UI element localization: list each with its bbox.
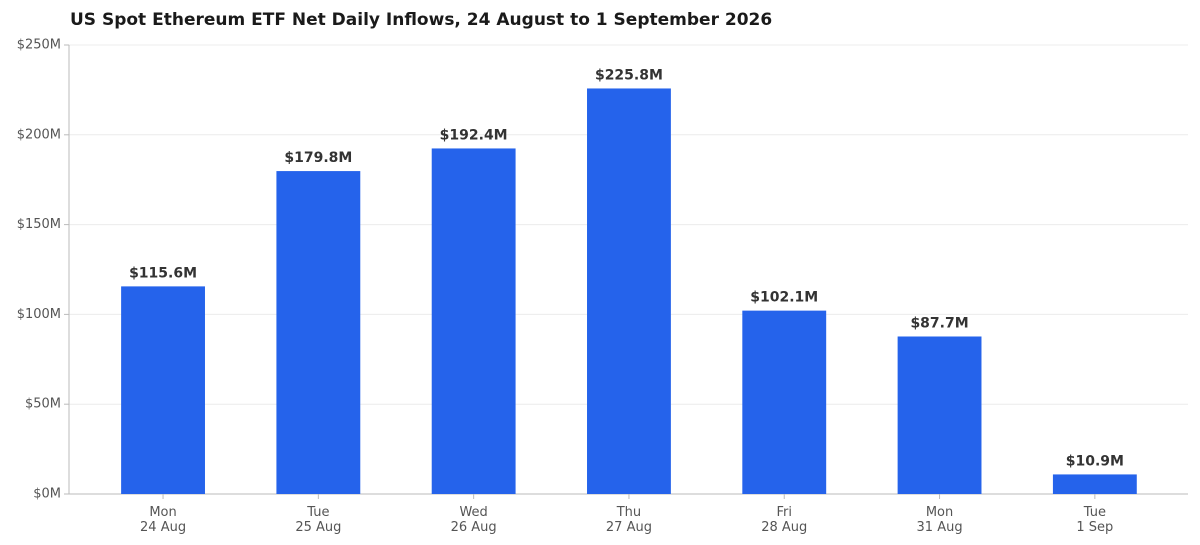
value-label: $179.8M: [284, 150, 352, 166]
x-tick-label-line: 31 Aug: [917, 520, 963, 535]
value-label: $192.4M: [440, 127, 508, 143]
bar: [1052, 474, 1137, 494]
bar: [897, 336, 982, 494]
x-tick-label-line: Fri: [777, 505, 793, 520]
y-tick-label: $200M: [17, 127, 61, 142]
x-tick-label-line: Mon: [926, 505, 953, 520]
y-tick-label: $100M: [17, 307, 61, 322]
x-tick-label-line: 27 Aug: [606, 520, 652, 535]
x-tick-label-line: 24 Aug: [140, 520, 186, 535]
x-tick-label-line: Mon: [149, 505, 176, 520]
bar: [587, 88, 671, 495]
bar: [121, 286, 205, 494]
x-tick-label-line: Tue: [1083, 505, 1106, 520]
value-label: $115.6M: [129, 265, 197, 281]
x-tick-label-line: 25 Aug: [295, 520, 341, 535]
value-label: $87.7M: [910, 315, 968, 331]
value-label: $102.1M: [750, 290, 818, 306]
x-tick-label-line: 28 Aug: [761, 520, 807, 535]
x-tick-label-line: 26 Aug: [451, 520, 497, 535]
y-tick-label: $0M: [33, 487, 61, 502]
x-tick-label: Mon 24 Aug: [140, 505, 186, 535]
x-tick-label: Tue 1 Sep: [1076, 505, 1113, 535]
y-tick-label: $50M: [25, 397, 61, 412]
value-label: $225.8M: [595, 67, 663, 83]
y-tick-label: $150M: [17, 217, 61, 232]
x-tick-label: Thu 27 Aug: [606, 505, 652, 535]
x-tick-label-line: Tue: [306, 505, 329, 520]
bar: [276, 171, 361, 494]
x-tick-label: Wed 26 Aug: [451, 505, 497, 535]
x-tick-label-line: Thu: [616, 505, 641, 520]
x-tick-label: Mon 31 Aug: [917, 505, 963, 535]
x-tick-label-line: Wed: [459, 505, 487, 520]
x-tick-label: Tue 25 Aug: [295, 505, 341, 535]
value-label: $10.9M: [1066, 453, 1124, 469]
y-tick-label: $250M: [17, 38, 61, 53]
bar: [431, 148, 516, 495]
x-tick-label: Fri 28 Aug: [761, 505, 807, 535]
bar: [742, 310, 827, 494]
chart-title: US Spot Ethereum ETF Net Daily Inflows, …: [70, 10, 772, 30]
x-tick-label-line: 1 Sep: [1076, 520, 1113, 535]
